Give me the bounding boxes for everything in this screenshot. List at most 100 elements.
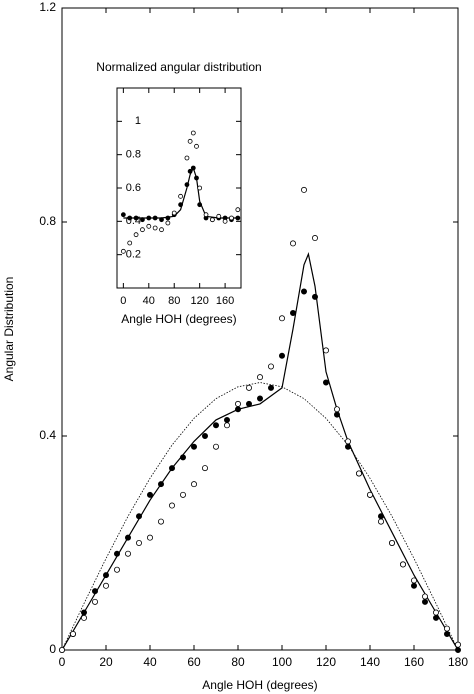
- filled-point: [377, 513, 384, 520]
- open-point: [146, 534, 153, 541]
- filled-point: [267, 384, 274, 391]
- open-point: [184, 155, 190, 161]
- filled-point: [92, 588, 99, 595]
- filled-point: [127, 215, 133, 221]
- open-point: [127, 240, 133, 246]
- open-point: [201, 465, 208, 472]
- filled-point: [179, 454, 186, 461]
- open-point: [278, 315, 285, 322]
- x-tick-label: 160: [216, 295, 234, 307]
- y-tick-label: 0.4: [39, 428, 56, 442]
- open-point: [190, 130, 196, 136]
- filled-point: [289, 309, 296, 316]
- filled-point: [197, 202, 203, 208]
- open-point: [212, 443, 219, 450]
- filled-point: [120, 212, 126, 218]
- open-point: [92, 598, 99, 605]
- open-point: [454, 641, 461, 648]
- filled-point: [322, 379, 329, 386]
- open-point: [432, 609, 439, 616]
- open-point: [443, 625, 450, 632]
- filled-point: [190, 443, 197, 450]
- open-point: [165, 220, 171, 226]
- filled-point: [103, 572, 110, 579]
- open-point: [300, 186, 307, 193]
- open-point: [135, 540, 142, 547]
- filled-point: [234, 406, 241, 413]
- filled-point: [256, 395, 263, 402]
- open-point: [209, 217, 215, 223]
- x-axis-label: Angle HOH (degrees): [202, 678, 317, 692]
- open-point: [168, 502, 175, 509]
- open-point: [197, 185, 203, 191]
- open-point: [377, 518, 384, 525]
- y-tick-label: 0.8: [126, 149, 141, 161]
- y-tick-label: 0.6: [126, 182, 141, 194]
- open-point: [322, 347, 329, 354]
- filled-point: [125, 534, 132, 541]
- x-tick-label: 120: [316, 655, 336, 669]
- filled-point: [245, 400, 252, 407]
- filled-point: [311, 293, 318, 300]
- open-point: [59, 647, 66, 654]
- x-tick-label: 40: [143, 655, 157, 669]
- open-point: [234, 400, 241, 407]
- open-point: [355, 470, 362, 477]
- x-tick-label: 100: [272, 655, 292, 669]
- open-point: [179, 491, 186, 498]
- open-point: [344, 438, 351, 445]
- y-tick-label: 0.8: [39, 214, 56, 228]
- x-tick-label: 180: [448, 655, 468, 669]
- filled-point: [157, 481, 164, 488]
- series-line: [61, 382, 459, 651]
- open-point: [125, 550, 132, 557]
- x-tick-label: 0: [120, 295, 126, 307]
- filled-point: [410, 582, 417, 589]
- open-point: [388, 540, 395, 547]
- open-point: [421, 593, 428, 600]
- filled-point: [133, 215, 139, 221]
- x-tick-label: 160: [404, 655, 424, 669]
- filled-point: [421, 598, 428, 605]
- open-point: [70, 630, 77, 637]
- filled-point: [184, 182, 190, 188]
- filled-point: [152, 215, 158, 221]
- y-axis-label: Angular Distribution: [2, 277, 16, 382]
- open-point: [289, 240, 296, 247]
- filled-point: [140, 217, 145, 223]
- open-point: [178, 193, 183, 199]
- filled-point: [165, 215, 171, 221]
- filled-point: [178, 202, 183, 208]
- filled-point: [135, 513, 142, 520]
- open-point: [152, 225, 158, 231]
- open-point: [222, 218, 228, 224]
- open-point: [120, 248, 126, 254]
- open-point: [203, 212, 209, 218]
- y-tick-label: 0: [49, 642, 56, 656]
- open-point: [410, 577, 417, 584]
- x-tick-label: 80: [231, 655, 245, 669]
- x-axis-label: Angle HOH (degrees): [121, 312, 236, 326]
- y-tick-label: 0.2: [126, 249, 141, 261]
- filled-point: [187, 168, 193, 174]
- x-tick-label: 60: [187, 655, 201, 669]
- open-point: [81, 614, 88, 621]
- filled-point: [146, 215, 152, 221]
- filled-point: [201, 432, 208, 439]
- filled-point: [194, 175, 199, 181]
- open-point: [267, 363, 274, 370]
- filled-point: [300, 288, 307, 295]
- filled-point: [278, 352, 285, 359]
- x-tick-label: 120: [190, 295, 208, 307]
- open-point: [187, 138, 193, 144]
- open-point: [399, 561, 406, 568]
- open-point: [140, 227, 145, 233]
- filled-point: [146, 491, 153, 498]
- open-point: [171, 210, 177, 216]
- x-tick-label: 40: [143, 295, 155, 307]
- open-point: [216, 213, 222, 219]
- open-point: [194, 143, 199, 149]
- open-point: [311, 235, 318, 242]
